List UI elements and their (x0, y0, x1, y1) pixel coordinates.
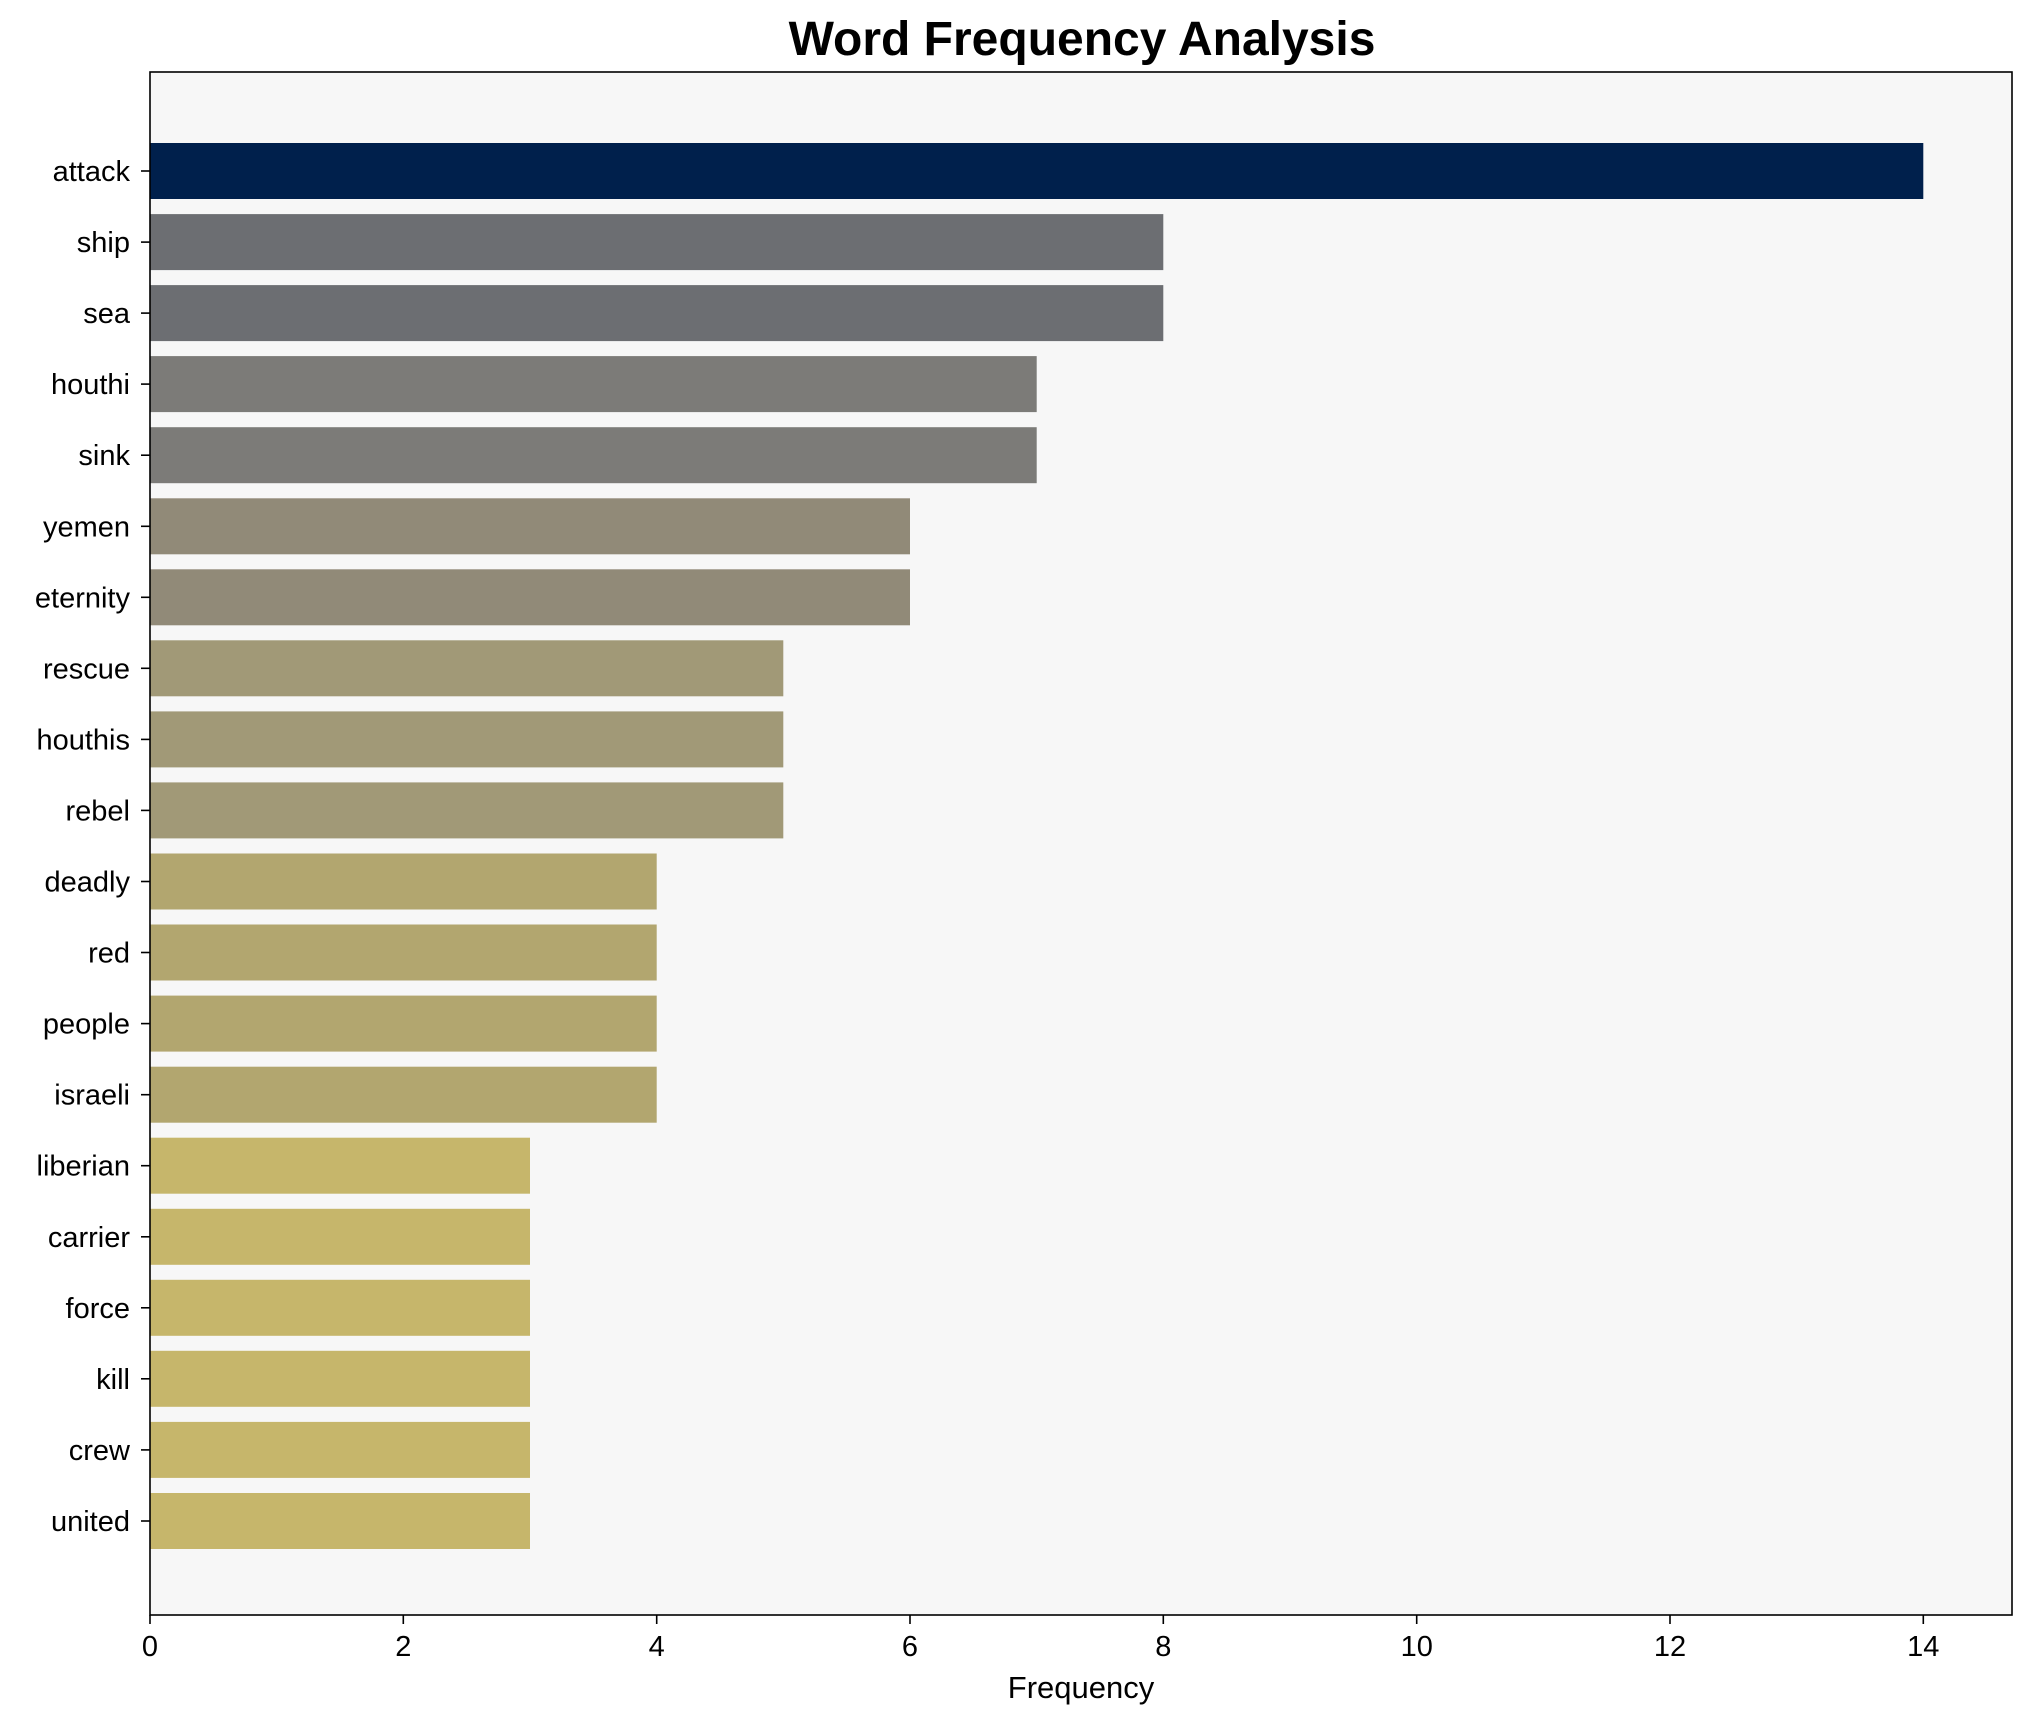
y-tick-label-crew: crew (69, 1435, 131, 1467)
x-tick-label: 2 (395, 1631, 411, 1663)
bar-attack (150, 143, 1924, 199)
y-tick-label-people: people (43, 1009, 130, 1041)
y-tick-label-sink: sink (78, 440, 130, 472)
bar-force (150, 1279, 530, 1336)
x-axis-ticks: 0 2 4 6 8 10 12 14 (142, 1615, 1939, 1663)
bar-sea (150, 285, 1164, 342)
bar-rescue (150, 640, 784, 697)
x-axis-label: Frequency (1008, 1670, 1155, 1705)
y-tick-label-sea: sea (83, 298, 131, 330)
x-tick-label: 4 (649, 1631, 665, 1663)
x-tick-label: 12 (1654, 1631, 1686, 1663)
y-tick-label-houthi: houthi (51, 369, 130, 401)
bar-deadly (150, 853, 657, 910)
bar-sink (150, 427, 1037, 484)
bar-yemen (150, 498, 910, 555)
y-tick-label-deadly: deadly (45, 867, 131, 899)
bar-united (150, 1493, 530, 1549)
y-tick-label-rebel: rebel (66, 795, 131, 827)
y-tick-label-force: force (66, 1293, 130, 1325)
y-tick-label-liberian: liberian (37, 1151, 131, 1183)
y-tick-label-attack: attack (53, 156, 131, 188)
y-tick-label-red: red (88, 938, 130, 970)
bar-carrier (150, 1208, 530, 1265)
x-tick-label: 0 (142, 1631, 158, 1663)
x-tick-label: 6 (902, 1631, 918, 1663)
y-tick-label-yemen: yemen (43, 511, 130, 543)
bar-red (150, 924, 657, 981)
bar-houthis (150, 711, 784, 768)
x-tick-label: 8 (1155, 1631, 1171, 1663)
y-tick-label-kill: kill (96, 1364, 130, 1396)
bar-crew (150, 1421, 530, 1478)
bar-israeli (150, 1066, 657, 1123)
bar-ship (150, 214, 1164, 271)
bar-people (150, 995, 657, 1052)
bar-houthi (150, 356, 1037, 413)
bars-layer (150, 143, 1924, 1549)
bar-kill (150, 1350, 530, 1407)
y-tick-label-rescue: rescue (43, 653, 130, 685)
y-tick-label-carrier: carrier (48, 1222, 131, 1254)
y-tick-label-eternity: eternity (35, 582, 131, 614)
plot-frame (149, 71, 2013, 1616)
y-tick-label-israeli: israeli (54, 1080, 130, 1112)
bar-rebel (150, 782, 784, 839)
y-tick-label-united: united (51, 1506, 130, 1538)
x-tick-label: 14 (1907, 1631, 1939, 1663)
y-tick-label-ship: ship (77, 227, 130, 259)
y-tick-label-houthis: houthis (36, 724, 130, 756)
y-axis-ticks: attack ship sea houthi sink yemen eternity resc… (35, 156, 150, 1538)
x-tick-label: 10 (1401, 1631, 1433, 1663)
bar-eternity (150, 569, 910, 626)
chart-title: Word Frequency Analysis (789, 13, 1376, 66)
bar-liberian (150, 1137, 530, 1194)
